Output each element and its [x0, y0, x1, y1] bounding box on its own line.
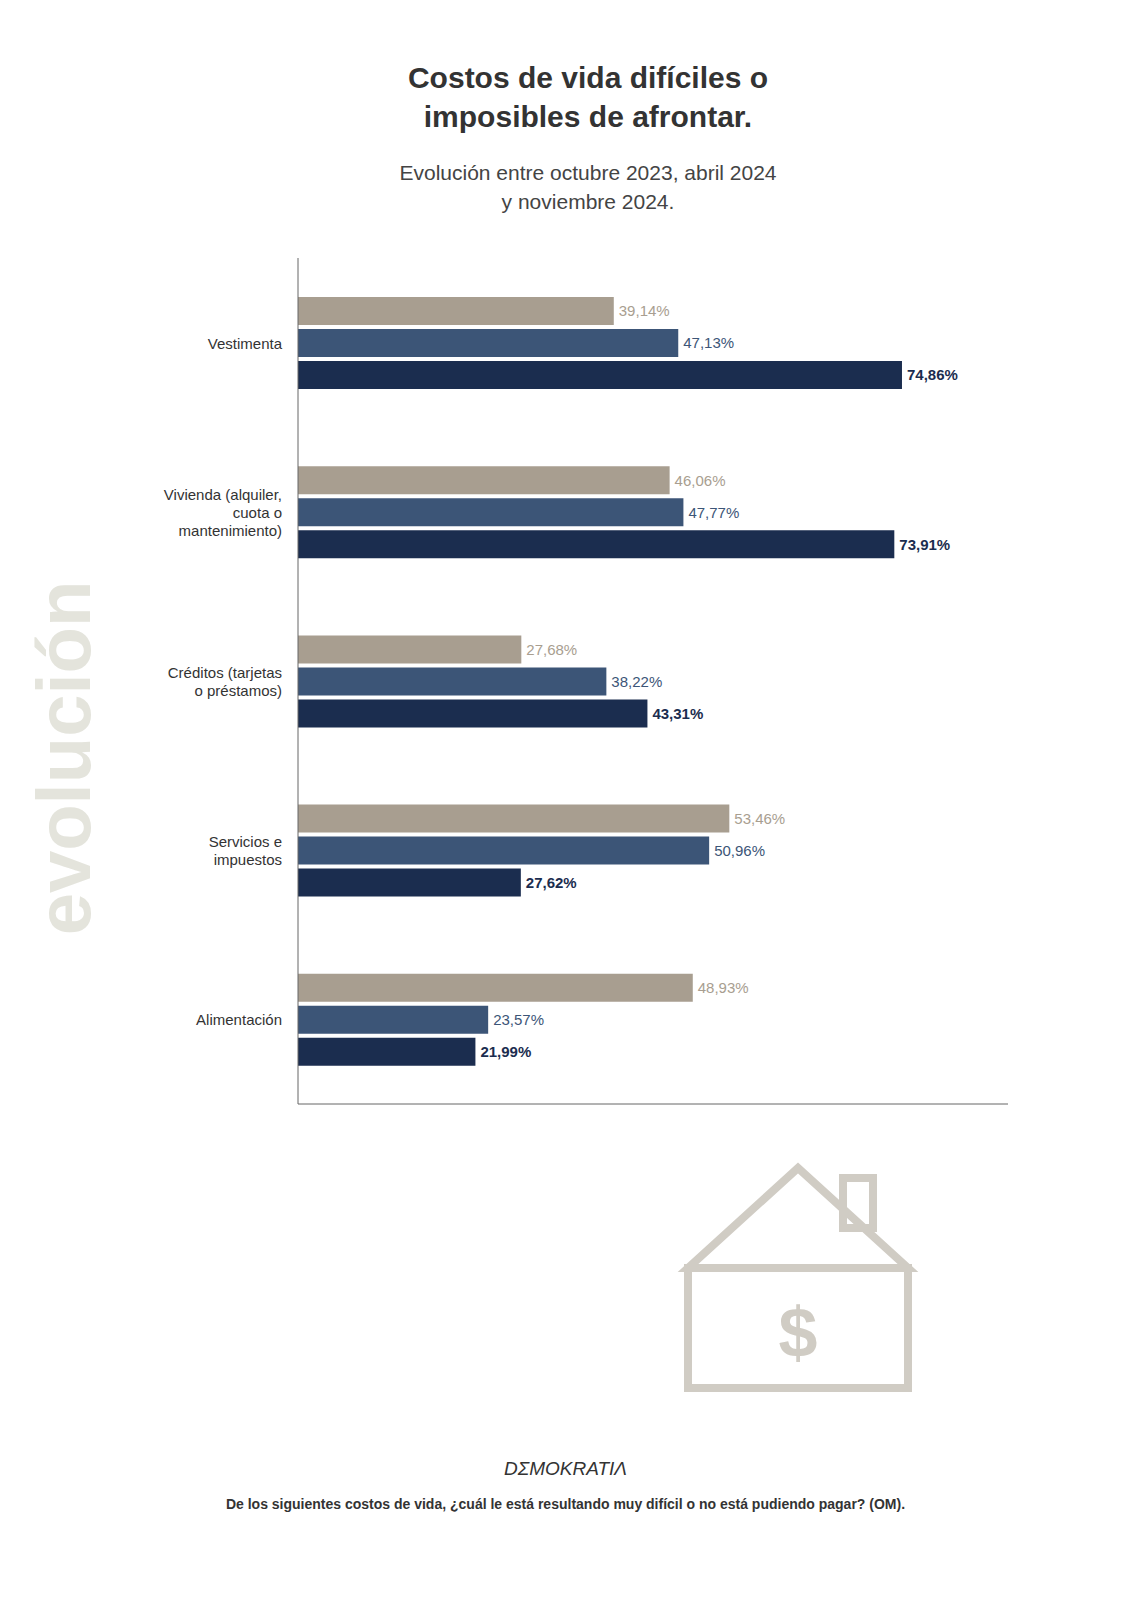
- svg-text:27,68%: 27,68%: [526, 641, 577, 658]
- svg-text:Vestimenta: Vestimenta: [208, 334, 283, 351]
- html-text:DΣMOKRATIΛ: DΣMOKRATIΛ: [504, 1458, 627, 1479]
- svg-text:Créditos (tarjetaso préstamos): Créditos (tarjetaso préstamos): [168, 664, 282, 699]
- svg-text:39,14%: 39,14%: [619, 302, 670, 319]
- svg-text:50,96%: 50,96%: [714, 842, 765, 859]
- html-text:Costos de vida difíciles o: Costos de vida difíciles o: [408, 61, 768, 94]
- svg-text:23,57%: 23,57%: [493, 1011, 544, 1028]
- svg-text:Vivienda (alquiler,cuota omant: Vivienda (alquiler,cuota omantenimiento): [164, 485, 282, 538]
- html-text:De los siguientes costos de vi: De los siguientes costos de vida, ¿cuál …: [225, 1496, 906, 1512]
- html-text:Evolución entre octubre 2023,: Evolución entre octubre 2023, abril 2024: [399, 161, 777, 184]
- svg-text:$: $: [779, 1294, 818, 1372]
- svg-text:evolución: evolución: [21, 581, 106, 936]
- svg-text:Alimentación: Alimentación: [196, 1011, 282, 1028]
- svg-text:38,22%: 38,22%: [611, 673, 662, 690]
- svg-text:46,06%: 46,06%: [675, 472, 726, 489]
- svg-text:48,93%: 48,93%: [698, 979, 749, 996]
- svg-text:74,86%: 74,86%: [907, 366, 958, 383]
- svg-text:43,31%: 43,31%: [652, 705, 703, 722]
- html-text:y noviembre 2024.: y noviembre 2024.: [501, 190, 675, 214]
- svg-text:73,91%: 73,91%: [899, 536, 950, 553]
- svg-text:21,99%: 21,99%: [480, 1043, 531, 1060]
- html-text:imposibles de afrontar.: imposibles de afrontar.: [423, 100, 753, 133]
- svg-text:47,13%: 47,13%: [683, 334, 734, 351]
- svg-text:Servicios eimpuestos: Servicios eimpuestos: [209, 833, 282, 868]
- svg-text:53,46%: 53,46%: [734, 810, 785, 827]
- svg-text:27,62%: 27,62%: [526, 874, 577, 891]
- svg-text:47,77%: 47,77%: [688, 504, 739, 521]
